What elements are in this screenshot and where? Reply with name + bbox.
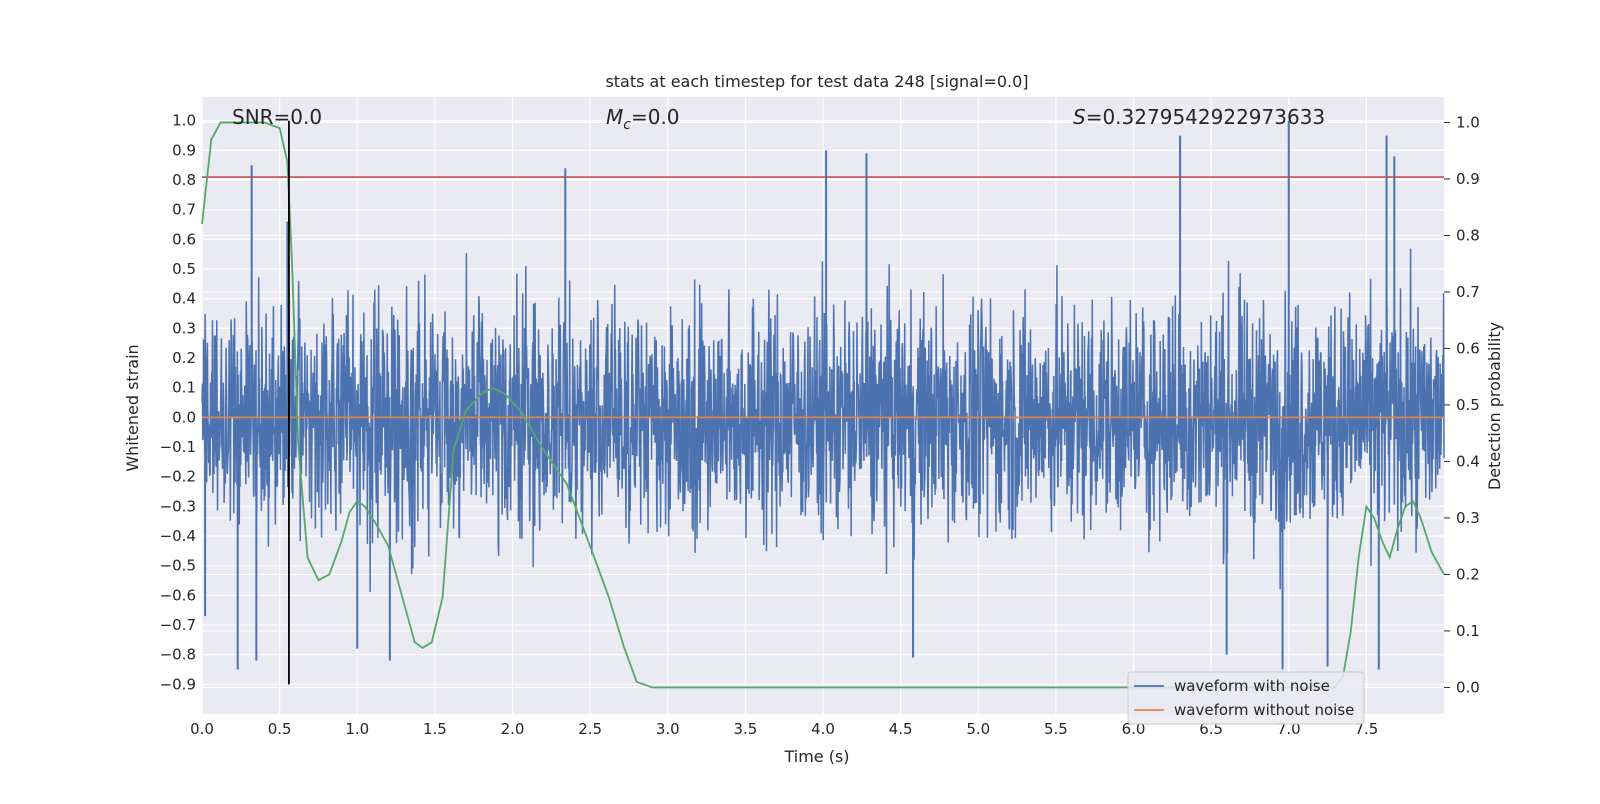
y-tick-label: 0.5: [172, 260, 196, 278]
y2-tick-label: 0.5: [1456, 396, 1480, 414]
x-tick-label: 4.0: [811, 720, 835, 738]
x-tick-label: 1.5: [423, 720, 447, 738]
annotations: SNR=0.0 Mc=0.0 S=0.3279542922973633: [232, 105, 1325, 133]
chart-title: stats at each timestep for test data 248…: [605, 72, 1028, 91]
y-tick-label: 0.8: [172, 171, 196, 189]
snr-annotation: SNR=0.0: [232, 105, 322, 129]
y2-tick-label: 0.0: [1456, 678, 1480, 696]
y-tick-label: −0.8: [160, 646, 196, 664]
x-tick-label: 5.5: [1044, 720, 1068, 738]
y2-tick-label: 0.1: [1456, 622, 1480, 640]
x-tick-label: 2.0: [501, 720, 525, 738]
x-tick-label: 2.5: [578, 720, 602, 738]
s-annotation: S=0.3279542922973633: [1073, 105, 1325, 129]
x-tick-label: 0.0: [190, 720, 214, 738]
y-tick-label: −0.6: [160, 586, 196, 604]
y-tick-label: −0.5: [160, 557, 196, 575]
legend-label: waveform without noise: [1174, 701, 1354, 719]
x-tick-label: 3.0: [656, 720, 680, 738]
y-tick-label: −0.3: [160, 497, 196, 515]
detection-probability-line: [201, 121, 1445, 689]
y-tick-label: 0.7: [172, 201, 196, 219]
x-tick-label: 3.5: [733, 720, 757, 738]
legend-label: waveform with noise: [1174, 677, 1330, 695]
y2-tick-label: 0.7: [1456, 283, 1480, 301]
noise-series: [201, 120, 1445, 670]
y2-tick-label: 0.9: [1456, 170, 1480, 188]
y2-axis-label: Detection probability: [1485, 322, 1504, 490]
mc-annotation: Mc=0.0: [606, 105, 680, 133]
y-tick-label: 0.0: [172, 408, 196, 426]
y2-tick-label: 0.3: [1456, 509, 1480, 527]
x-axis-label: Time (s): [783, 747, 849, 766]
y-axis-label: Whitened strain: [123, 344, 142, 471]
y2-tick-label: 0.2: [1456, 565, 1480, 583]
y-tick-label: −0.7: [160, 616, 196, 634]
x-tick-label: 4.5: [889, 720, 913, 738]
y-tick-label: −0.4: [160, 527, 196, 545]
y2-tick-label: 0.8: [1456, 226, 1480, 244]
y2-tick-label: 1.0: [1456, 113, 1480, 131]
y-tick-label: 0.2: [172, 349, 196, 367]
y-tick-label: 0.3: [172, 319, 196, 337]
y2-tick-label: 0.4: [1456, 452, 1480, 470]
y-tick-label: −0.9: [160, 675, 196, 693]
y2-tick-label: 0.6: [1456, 339, 1480, 357]
y-tick-label: −0.1: [160, 438, 196, 456]
waveform-with-noise-line: [201, 248, 1445, 592]
y-tick-label: −0.2: [160, 468, 196, 486]
x-tick-label: 0.5: [268, 720, 292, 738]
x-tick-label: 5.0: [966, 720, 990, 738]
y-tick-label: 0.1: [172, 379, 196, 397]
y-tick-label: 0.6: [172, 230, 196, 248]
legend: waveform with noise waveform without nois…: [1127, 671, 1365, 725]
x-tick-label: 1.0: [345, 720, 369, 738]
legend-box: [1127, 671, 1365, 725]
y-tick-label: 0.4: [172, 290, 196, 308]
y-tick-label: 0.9: [172, 141, 196, 159]
tick-labels: 0.0 0.5 1.0 1.5 2.0 2.5 3.0 3.5 4.0 4.5 5.0 5.5 6.0 6…: [160, 112, 1480, 738]
y-tick-label: 1.0: [172, 112, 196, 130]
